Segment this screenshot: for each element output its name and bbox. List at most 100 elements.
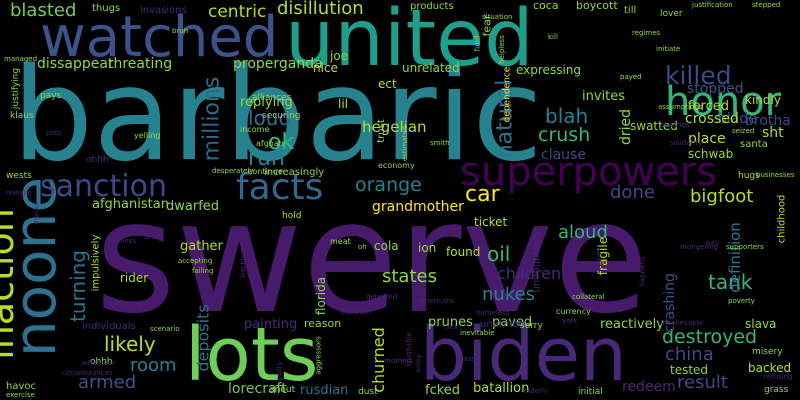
- word: dwarfed: [166, 199, 220, 214]
- word: lorecraft: [228, 381, 287, 397]
- word: sorry: [520, 321, 543, 331]
- word: rusdian: [300, 383, 349, 398]
- word: disillution: [277, 0, 364, 19]
- word: forced: [688, 99, 729, 114]
- word: thugs: [92, 3, 121, 14]
- word: initiate: [656, 45, 681, 53]
- word: guilty: [275, 361, 284, 382]
- word: income: [240, 125, 270, 134]
- word: clause: [541, 147, 586, 163]
- word: killed: [665, 61, 732, 90]
- word: fcked: [425, 383, 461, 398]
- word: pay: [706, 239, 719, 247]
- word: justifying: [11, 67, 22, 110]
- word: blade: [718, 111, 757, 127]
- word: americans: [418, 297, 455, 305]
- word: seized: [732, 127, 755, 135]
- word: pays: [40, 91, 62, 101]
- word: class: [458, 355, 476, 363]
- word: millions: [199, 76, 225, 162]
- word: painting: [244, 317, 298, 332]
- word: soley: [414, 354, 423, 373]
- word: collateral: [572, 293, 605, 301]
- word: ohhh: [90, 357, 113, 367]
- word: unrelated: [402, 61, 460, 75]
- word: sex: [446, 323, 458, 331]
- word: bring: [144, 233, 163, 241]
- word: bruh: [172, 27, 189, 35]
- word: children: [497, 264, 562, 283]
- word: dissappear: [37, 56, 114, 72]
- word: armed: [78, 372, 137, 393]
- word: loud: [248, 106, 292, 130]
- word: united: [285, 0, 534, 84]
- word: facts: [236, 167, 324, 208]
- word: hegelian: [362, 118, 427, 136]
- word: done: [610, 182, 655, 203]
- word: cola: [374, 239, 399, 253]
- word: desperately: [212, 167, 254, 175]
- word: oh: [358, 243, 367, 251]
- word: stepped: [752, 1, 781, 9]
- word: crossed: [685, 111, 739, 127]
- word: centric: [208, 2, 267, 22]
- word: increasingly: [264, 167, 325, 178]
- word: biden: [420, 312, 627, 398]
- word: shout: [270, 385, 296, 395]
- word: unbelievable: [658, 319, 703, 327]
- word: florida: [314, 276, 329, 316]
- word: childhood: [776, 194, 788, 244]
- word: hugs: [738, 171, 760, 181]
- word: oil: [487, 242, 511, 266]
- word: kindly: [745, 93, 781, 107]
- word: stopped: [687, 81, 744, 97]
- word: mothers: [384, 357, 414, 365]
- word: misery: [752, 347, 783, 357]
- word: gather: [180, 239, 223, 254]
- word: lots: [185, 312, 319, 398]
- word: bigfoot: [690, 186, 754, 207]
- word: blasted: [10, 0, 77, 21]
- word: batallion: [473, 381, 530, 396]
- word: watched: [40, 5, 279, 70]
- word: smith: [430, 139, 450, 147]
- word: elderly: [524, 387, 548, 395]
- word: backed: [748, 361, 792, 375]
- word: invasions: [140, 5, 187, 16]
- word: detected: [366, 293, 398, 301]
- word: products: [410, 1, 454, 12]
- word: ok: [268, 130, 295, 155]
- word: ect: [378, 77, 397, 91]
- word: replying: [240, 95, 293, 110]
- word: threating: [108, 56, 173, 72]
- word: plane: [595, 251, 604, 272]
- word: release: [6, 189, 32, 197]
- word: puts: [46, 129, 62, 137]
- word: fund: [473, 35, 482, 52]
- word: economy: [378, 161, 415, 170]
- word: blah: [545, 104, 589, 128]
- word: tested: [670, 363, 709, 377]
- word: hold: [282, 211, 302, 221]
- word: car: [465, 182, 500, 207]
- word: nice: [313, 61, 338, 75]
- word: definition: [725, 222, 744, 293]
- word: yelling: [134, 131, 161, 140]
- word: alliances: [252, 93, 292, 103]
- word: undoubtedly: [531, 229, 543, 293]
- word: justification: [692, 1, 733, 9]
- word: managed: [4, 55, 38, 63]
- word: helpless: [497, 35, 506, 64]
- word: homeless: [476, 309, 510, 317]
- word: circumstances: [62, 369, 113, 377]
- word: tank: [708, 270, 753, 294]
- word: rider: [120, 271, 149, 285]
- word: swerve: [95, 167, 649, 348]
- word: reactively: [600, 317, 664, 332]
- word: reason: [304, 317, 342, 330]
- word: swatted: [630, 119, 678, 133]
- word: businesses: [756, 171, 795, 179]
- word: gathering: [108, 299, 142, 307]
- word: klaus: [10, 111, 34, 121]
- word: laughable: [404, 332, 413, 367]
